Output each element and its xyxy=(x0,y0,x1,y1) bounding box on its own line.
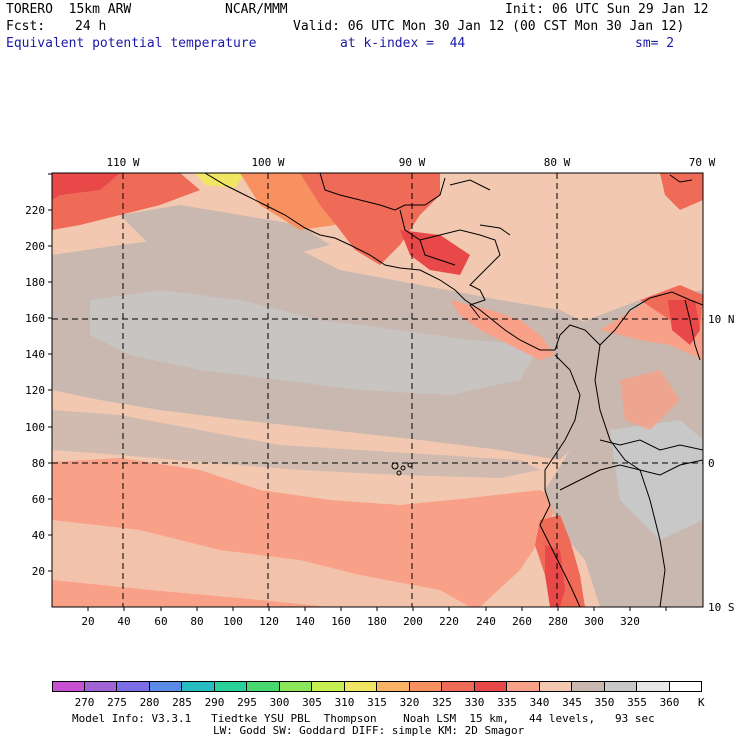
x-tick-label: 180 xyxy=(367,615,387,628)
x-tick-label: 260 xyxy=(512,615,532,628)
colorbar-swatch xyxy=(84,681,117,692)
colorbar-swatch xyxy=(149,681,182,692)
lon-label: 90 W xyxy=(399,156,426,169)
colorbar-label: 285 xyxy=(172,696,192,709)
colorbar-unit: K xyxy=(698,696,705,709)
x-tick-label: 80 xyxy=(190,615,203,628)
x-tick-label: 40 xyxy=(117,615,130,628)
colorbar-label: 295 xyxy=(237,696,257,709)
colorbar-swatch xyxy=(604,681,637,692)
y-tick-label: 100 xyxy=(25,421,45,434)
colorbar-label: 275 xyxy=(107,696,127,709)
colorbar-label: 340 xyxy=(529,696,550,709)
y-tick-label: 200 xyxy=(25,240,45,253)
axis-ticks xyxy=(48,173,667,611)
x-tick-label: 280 xyxy=(548,615,568,628)
colorbar-swatch xyxy=(507,681,540,692)
colorbar-swatch xyxy=(279,681,312,692)
coastlines xyxy=(204,173,703,607)
colorbar-label: 360 xyxy=(659,696,680,709)
forecast-hour: 24 h xyxy=(75,19,107,34)
init-time: Init: 06 UTC Sun 29 Jan 12 xyxy=(505,2,709,17)
colorbar-label: 310 xyxy=(334,696,355,709)
colorbar-label: 345 xyxy=(562,696,582,709)
lon-label: 110 W xyxy=(106,156,139,169)
lon-label: 70 W xyxy=(689,156,716,169)
colorbar-swatch xyxy=(637,681,670,692)
y-tick-labels: 20 40 60 80 100 120 140 160 180 200 220 xyxy=(25,204,45,578)
x-tick-label: 20 xyxy=(81,615,94,628)
colorbar-swatch xyxy=(312,681,345,692)
model-title: TORERO 15km ARW xyxy=(6,2,132,17)
smoothing-label: sm= 2 xyxy=(635,36,675,51)
colorbar-label: 330 xyxy=(464,696,485,709)
x-tick-label: 300 xyxy=(584,615,604,628)
x-tick-label: 100 xyxy=(223,615,243,628)
x-tick-label: 160 xyxy=(331,615,351,628)
colorbar-label: 270 xyxy=(74,696,95,709)
lon-label: 100 W xyxy=(251,156,284,169)
colorbar-swatch xyxy=(214,681,247,692)
lat-label: 10 N xyxy=(708,313,735,326)
y-tick-label: 120 xyxy=(25,384,45,397)
colorbar-label: 320 xyxy=(399,696,420,709)
x-tick-label: 240 xyxy=(476,615,496,628)
x-tick-label: 320 xyxy=(620,615,640,628)
x-tick-labels: 20 40 60 80 100 120 140 160 180 200 220 … xyxy=(81,615,640,628)
colorbar-label: 305 xyxy=(302,696,322,709)
colorbar-swatch xyxy=(377,681,410,692)
colorbar-label: 335 xyxy=(497,696,517,709)
lat-label: 10 S xyxy=(708,601,735,614)
colorbar-label: 325 xyxy=(432,696,452,709)
colorbar-label: 355 xyxy=(627,696,647,709)
theta-e-field xyxy=(52,173,703,607)
y-tick-label: 80 xyxy=(32,457,45,470)
colorbar-label: 280 xyxy=(139,696,160,709)
colorbar-swatch xyxy=(539,681,572,692)
colorbar-label: 350 xyxy=(594,696,615,709)
valid-time: Valid: 06 UTC Mon 30 Jan 12 (00 CST Mon … xyxy=(293,19,685,34)
lat-label: 0 xyxy=(708,457,715,470)
lon-labels: 110 W 100 W 90 W 80 W 70 W xyxy=(106,156,715,169)
y-tick-label: 20 xyxy=(32,565,45,578)
colorbar-swatch xyxy=(344,681,377,692)
model-physics: LW: Godd SW: Goddard DIFF: simple KM: 2D… xyxy=(213,724,525,737)
x-tick-label: 60 xyxy=(154,615,167,628)
colorbar-frame xyxy=(52,681,702,692)
y-tick-label: 40 xyxy=(32,529,45,542)
colorbar-label: 290 xyxy=(204,696,225,709)
colorbar-label: 315 xyxy=(367,696,387,709)
lat-labels: 10 N 0 10 S xyxy=(708,313,735,614)
center-label: NCAR/MMM xyxy=(225,2,288,17)
colorbar-swatch xyxy=(474,681,507,692)
x-tick-label: 220 xyxy=(439,615,459,628)
x-tick-label: 200 xyxy=(403,615,423,628)
lon-label: 80 W xyxy=(544,156,571,169)
y-tick-label: 160 xyxy=(25,312,45,325)
colorbar-swatch xyxy=(409,681,442,692)
colorbar-swatch xyxy=(117,681,150,692)
field-name: Equivalent potential temperature xyxy=(6,36,257,51)
y-tick-label: 220 xyxy=(25,204,45,217)
y-tick-label: 140 xyxy=(25,348,45,361)
y-tick-label: 180 xyxy=(25,276,45,289)
model-info: Model Info: V3.3.1 Tiedtke YSU PBL Thomp… xyxy=(72,712,655,725)
x-tick-label: 120 xyxy=(259,615,279,628)
colorbar-label: 300 xyxy=(269,696,290,709)
colorbar-swatch xyxy=(572,681,605,692)
lat-lon-grid xyxy=(52,173,703,607)
level-label: at k-index = 44 xyxy=(340,36,466,51)
colorbar-swatch xyxy=(182,681,215,692)
colorbar-swatch xyxy=(247,681,280,692)
forecast-label: Fcst: xyxy=(6,19,46,34)
colorbar-swatch xyxy=(442,681,475,692)
y-tick-label: 60 xyxy=(32,493,45,506)
x-tick-label: 140 xyxy=(295,615,315,628)
